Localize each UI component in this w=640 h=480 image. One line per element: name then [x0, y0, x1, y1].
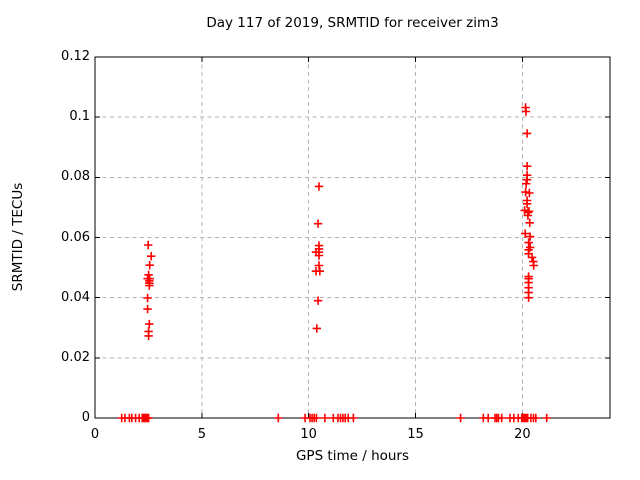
y-tick-label: 0.08	[61, 169, 90, 185]
data-point-marker	[524, 207, 534, 216]
data-point-marker	[522, 175, 532, 184]
data-point-marker	[144, 331, 153, 341]
data-point-marker	[145, 319, 154, 329]
data-point-marker	[522, 129, 532, 138]
data-point-marker	[522, 179, 531, 188]
data-point-marker	[527, 253, 537, 262]
x-tick-label: 10	[300, 427, 317, 442]
data-point-marker	[531, 413, 540, 423]
data-point-marker	[497, 413, 506, 423]
data-point-marker	[522, 162, 532, 171]
y-tick-label: 0.02	[61, 349, 90, 365]
data-point-marker	[143, 293, 152, 303]
y-tick-label: 0.06	[61, 229, 90, 245]
y-tick-label: 0.1	[69, 109, 90, 125]
data-point-marker	[525, 188, 534, 198]
data-point-marker	[349, 413, 358, 423]
x-tick-label: 0	[90, 427, 100, 442]
x-tick-label: 20	[514, 427, 531, 442]
data-point-marker	[144, 413, 153, 423]
data-point-marker	[320, 413, 330, 423]
x-axis-label: GPS time / hours	[295, 448, 410, 464]
data-point-marker	[524, 238, 533, 247]
data-point-marker	[147, 252, 156, 261]
data-point-marker	[523, 211, 533, 220]
data-point-marker	[312, 324, 321, 333]
data-point-marker	[521, 229, 530, 238]
data-point-marker	[313, 219, 323, 228]
y-tick-label: 0	[81, 410, 90, 425]
data-point-marker	[521, 187, 530, 197]
chart-title: Day 117 of 2019, SRMTID for receiver zim…	[206, 15, 499, 31]
data-point-marker	[145, 261, 154, 270]
data-point-marker	[525, 218, 534, 227]
data-point-marker	[313, 296, 323, 305]
data-point-marker	[314, 251, 324, 260]
data-point-marker	[312, 413, 321, 423]
data-point-marker	[522, 199, 532, 208]
data-point-marker	[144, 240, 153, 250]
x-tick-label: 5	[197, 427, 206, 442]
data-point-marker	[314, 182, 324, 191]
x-tick-label: 15	[407, 427, 424, 442]
y-tick-label: 0.04	[61, 289, 90, 305]
data-point-marker	[145, 281, 154, 290]
data-point-marker	[143, 304, 152, 314]
data-point-marker	[456, 413, 465, 423]
data-point-marker	[525, 232, 535, 241]
y-tick-label: 0.12	[61, 49, 90, 64]
data-point-marker	[542, 413, 551, 423]
data-point-marker	[529, 261, 538, 270]
data-point-marker	[521, 107, 531, 116]
data-point-marker	[524, 293, 533, 302]
data-point-marker	[315, 267, 324, 276]
data-point-marker	[274, 413, 283, 423]
